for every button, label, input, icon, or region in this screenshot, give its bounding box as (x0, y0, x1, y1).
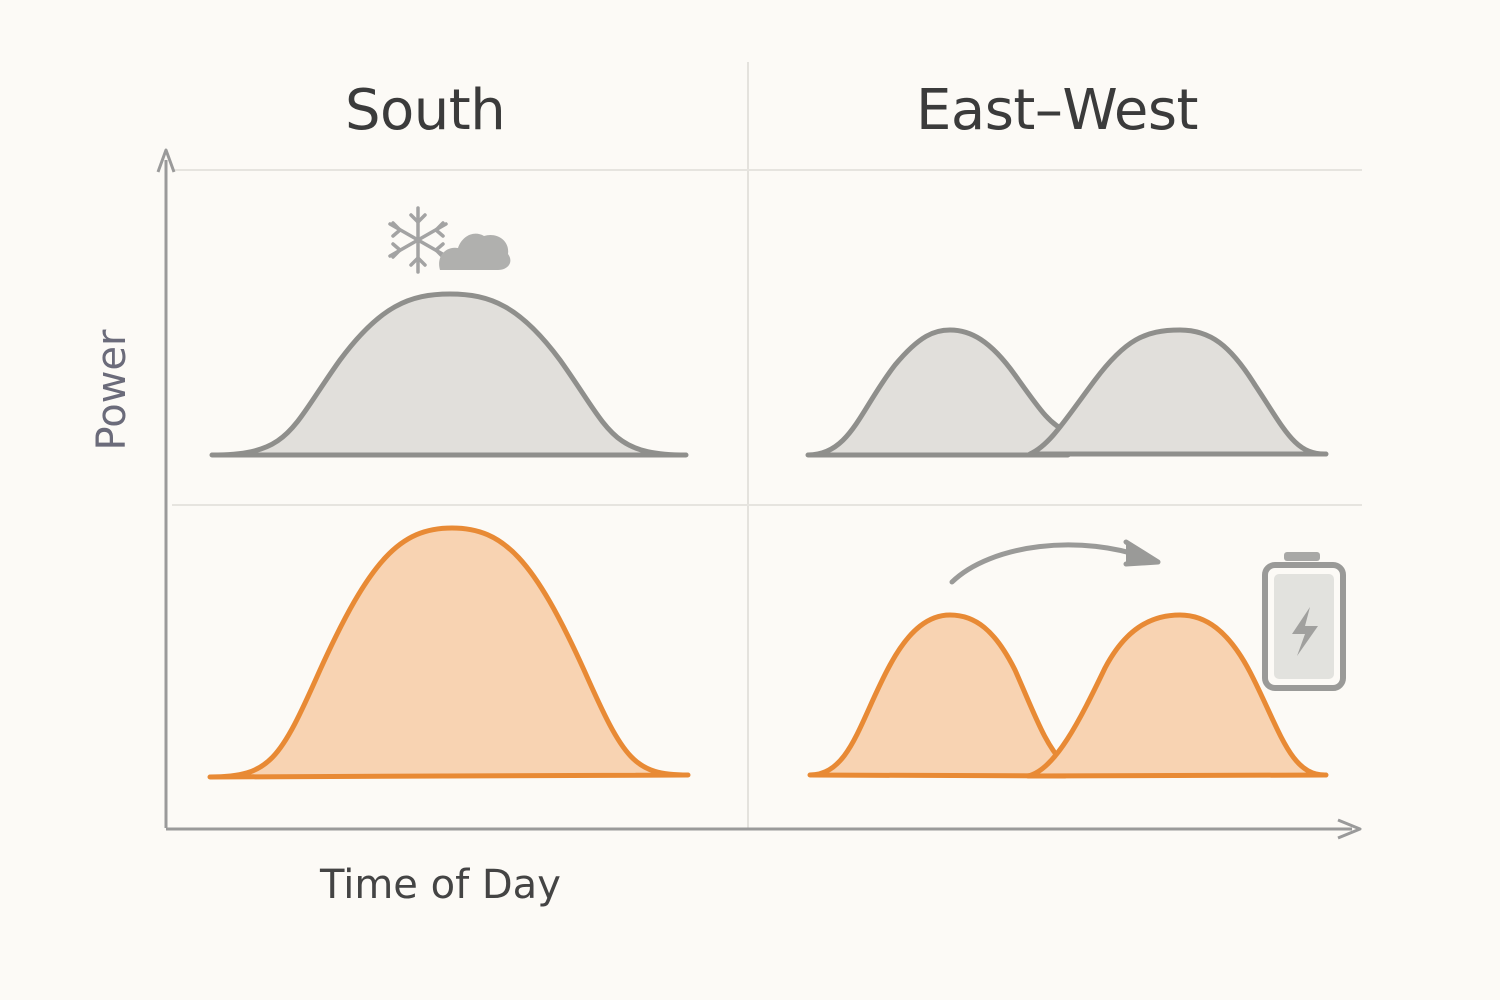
east-west-summer-curve-east (807, 612, 1068, 779)
south-summer-curve (207, 525, 691, 780)
snowflake-icon (388, 206, 448, 274)
south-winter-curve (209, 291, 689, 458)
east-west-winter-curve-east (805, 327, 1071, 458)
curved-arrow-icon (949, 539, 1161, 585)
x-axis-label: Time of Day (320, 862, 561, 908)
axes (156, 148, 1362, 840)
east-west-summer-curve-west (1025, 612, 1329, 779)
y-axis-arrowhead (156, 148, 176, 173)
battery-icon (1262, 552, 1346, 691)
south-panel-title: South (345, 78, 506, 143)
east-west-panel-title: East–West (916, 78, 1199, 143)
cloud-icon (439, 233, 511, 270)
east-west-winter-curve-west (1027, 327, 1329, 457)
x-axis-arrowhead (1337, 818, 1362, 840)
